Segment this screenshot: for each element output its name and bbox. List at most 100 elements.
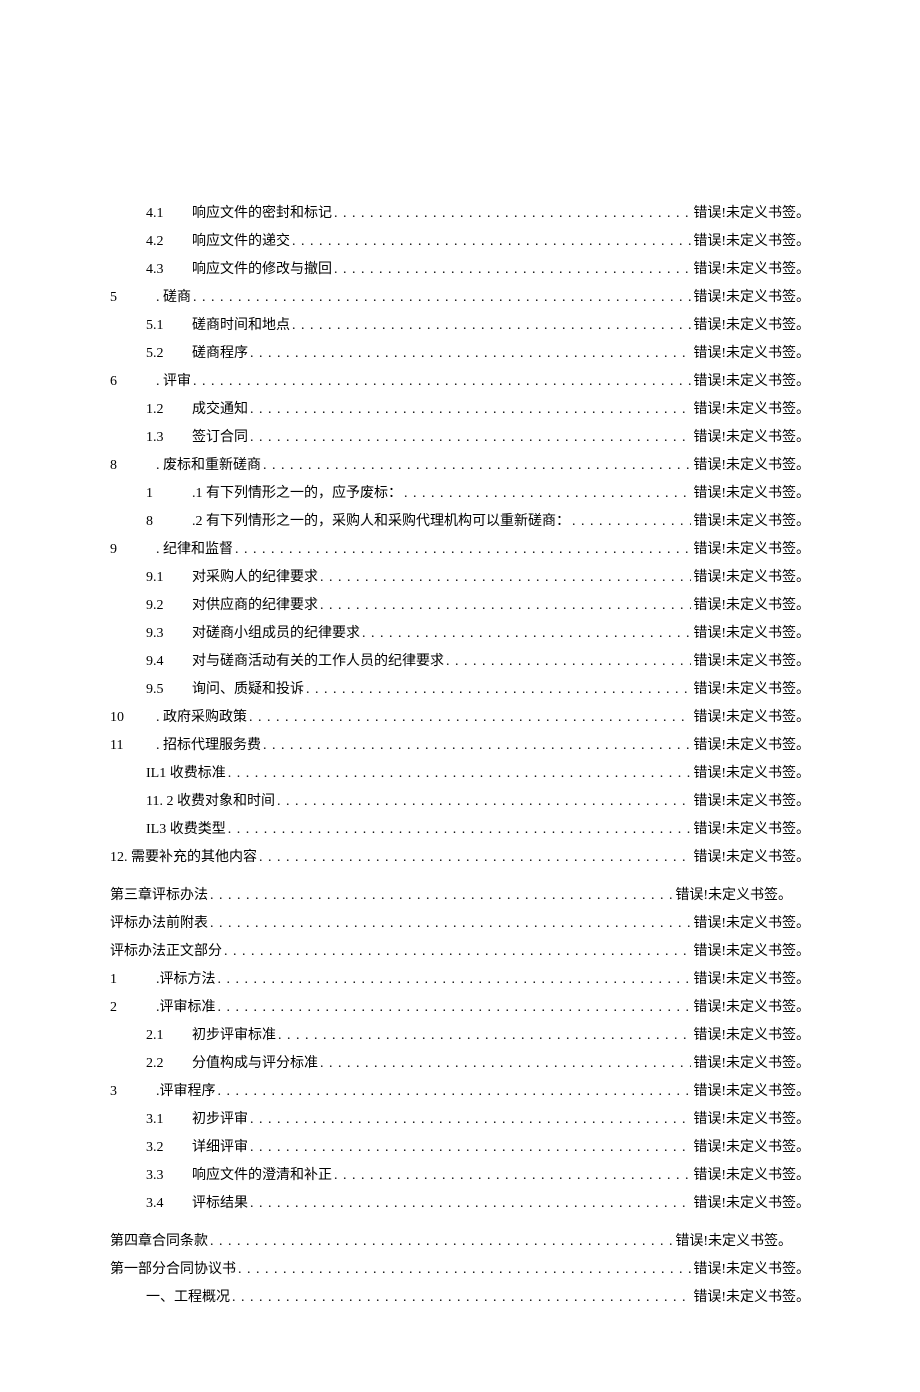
toc-page-ref: 错误!未定义书签。 (693, 910, 810, 938)
toc-title: 一、工程概况 (146, 1290, 230, 1305)
toc-title: 初步评审 (192, 1112, 248, 1127)
toc-page-ref: 错误!未定义书签。 (693, 732, 810, 760)
toc-entry: 9. 纪律和监督. . . . . . . . . . . . . . . . … (110, 536, 810, 564)
toc-label: 1.2成交通知 (146, 396, 248, 424)
toc-entry: 11. 招标代理服务费. . . . . . . . . . . . . . .… (110, 732, 810, 760)
toc-entry: 评标办法前附表. . . . . . . . . . . . . . . . .… (110, 910, 810, 938)
toc-leader-dots: . . . . . . . . . . . . . . . . . . . . … (193, 284, 691, 312)
toc-title: 第三章评标办法 (110, 888, 208, 903)
toc-entry: 2.评审标准. . . . . . . . . . . . . . . . . … (110, 994, 810, 1022)
toc-page-ref: 错误!未定义书签。 (675, 1228, 792, 1256)
toc-entry: 2.1初步评审标准. . . . . . . . . . . . . . . .… (110, 1022, 810, 1050)
toc-leader-dots: . . . . . . . . . . . . . . . . . . . . … (250, 1134, 691, 1162)
toc-page-ref: 错误!未定义书签。 (693, 368, 810, 396)
toc-leader-dots: . . . . . . . . . . . . . . . . . . . . … (210, 882, 673, 910)
toc-leader-dots: . . . . . . . . . . . . . . . . . . . . … (210, 1228, 673, 1256)
toc-label: 1.1 有下列情形之一的，应予废标： (146, 480, 402, 508)
toc-label: 10. 政府采购政策 (110, 704, 247, 732)
toc-number: 9.5 (146, 676, 192, 704)
toc-number: 5.2 (146, 340, 192, 368)
toc-label: 9.3对磋商小组成员的纪律要求 (146, 620, 360, 648)
toc-title: . 政府采购政策 (156, 710, 247, 725)
toc-leader-dots: . . . . . . . . . . . . . . . . . . . . … (218, 994, 692, 1022)
toc-title: .2 有下列情形之一的，采购人和采购代理机构可以重新磋商： (192, 514, 570, 529)
toc-label: 2.1初步评审标准 (146, 1022, 276, 1050)
toc-page-ref: 错误!未定义书签。 (693, 1162, 810, 1190)
toc-title: .评标方法 (156, 972, 216, 987)
toc-title: .评审标准 (156, 1000, 216, 1015)
toc-leader-dots: . . . . . . . . . . . . . . . . . . . . … (218, 1078, 692, 1106)
toc-label: 9. 纪律和监督 (110, 536, 233, 564)
toc-page-ref: 错误!未定义书签。 (693, 1022, 810, 1050)
toc-number: 1.3 (146, 424, 192, 452)
toc-leader-dots: . . . . . . . . . . . . . . . . . . . . … (250, 1106, 691, 1134)
toc-number: 8 (110, 452, 156, 480)
toc-page-ref: 错误!未定义书签。 (693, 620, 810, 648)
toc-entry: 5.1磋商时间和地点. . . . . . . . . . . . . . . … (110, 312, 810, 340)
toc-leader-dots: . . . . . . . . . . . . . . . . . . . . … (292, 312, 691, 340)
toc-title: 评标结果 (192, 1196, 248, 1211)
toc-title: 对采购人的纪律要求 (192, 570, 318, 585)
toc-number: 9 (110, 536, 156, 564)
toc-number: 6 (110, 368, 156, 396)
toc-page-ref: 错误!未定义书签。 (693, 480, 810, 508)
toc-number: 2.2 (146, 1050, 192, 1078)
toc-title: . 评审 (156, 374, 191, 389)
toc-title: . 磋商 (156, 290, 191, 305)
toc-entry: 9.4对与磋商活动有关的工作人员的纪律要求. . . . . . . . . .… (110, 648, 810, 676)
toc-title: 详细评审 (192, 1140, 248, 1155)
toc-title: 12. 需要补充的其他内容 (110, 850, 257, 865)
toc-leader-dots: . . . . . . . . . . . . . . . . . . . . … (334, 256, 691, 284)
toc-number: 2 (110, 994, 156, 1022)
toc-entry: 9.1对采购人的纪律要求. . . . . . . . . . . . . . … (110, 564, 810, 592)
toc-page-ref: 错误!未定义书签。 (693, 1284, 810, 1312)
toc-label: 5.1磋商时间和地点 (146, 312, 290, 340)
toc-entry: 评标办法正文部分. . . . . . . . . . . . . . . . … (110, 938, 810, 966)
toc-entry: 第四章合同条款. . . . . . . . . . . . . . . . .… (110, 1228, 810, 1256)
toc-number: 1 (146, 480, 192, 508)
toc-entry: 1.1 有下列情形之一的，应予废标：. . . . . . . . . . . … (110, 480, 810, 508)
toc-label: 4.1响应文件的密封和标记 (146, 200, 332, 228)
toc-page-ref: 错误!未定义书签。 (693, 256, 810, 284)
toc-entry: 3.评审程序. . . . . . . . . . . . . . . . . … (110, 1078, 810, 1106)
toc-title: . 招标代理服务费 (156, 738, 261, 753)
toc-page-ref: 错误!未定义书签。 (693, 564, 810, 592)
toc-number: 9.3 (146, 620, 192, 648)
toc-entry: 12. 需要补充的其他内容. . . . . . . . . . . . . .… (110, 844, 810, 872)
toc-leader-dots: . . . . . . . . . . . . . . . . . . . . … (320, 564, 691, 592)
toc-entry: 9.2对供应商的纪律要求. . . . . . . . . . . . . . … (110, 592, 810, 620)
toc-entry: 10. 政府采购政策. . . . . . . . . . . . . . . … (110, 704, 810, 732)
toc-leader-dots: . . . . . . . . . . . . . . . . . . . . … (228, 760, 692, 788)
toc-leader-dots: . . . . . . . . . . . . . . . . . . . . … (210, 910, 691, 938)
toc-entry: 4.3响应文件的修改与撤回. . . . . . . . . . . . . .… (110, 256, 810, 284)
toc-number: 2.1 (146, 1022, 192, 1050)
toc-entry: 4.2响应文件的递交. . . . . . . . . . . . . . . … (110, 228, 810, 256)
toc-number: 1 (110, 966, 156, 994)
toc-page: 4.1响应文件的密封和标记. . . . . . . . . . . . . .… (0, 0, 920, 1392)
toc-title: 分值构成与评分标准 (192, 1056, 318, 1071)
toc-page-ref: 错误!未定义书签。 (693, 228, 810, 256)
toc-title: IL1 收费标准 (146, 766, 226, 781)
toc-number: 9.4 (146, 648, 192, 676)
toc-page-ref: 错误!未定义书签。 (693, 760, 810, 788)
toc-number: 5.1 (146, 312, 192, 340)
toc-page-ref: 错误!未定义书签。 (693, 1078, 810, 1106)
toc-entry: 6. 评审. . . . . . . . . . . . . . . . . .… (110, 368, 810, 396)
toc-entry: IL3 收费类型. . . . . . . . . . . . . . . . … (110, 816, 810, 844)
toc-label: 5.2磋商程序 (146, 340, 248, 368)
toc-leader-dots: . . . . . . . . . . . . . . . . . . . . … (572, 508, 691, 536)
toc-number: 1.2 (146, 396, 192, 424)
toc-label: 11. 招标代理服务费 (110, 732, 261, 760)
toc-page-ref: 错误!未定义书签。 (693, 648, 810, 676)
toc-leader-dots: . . . . . . . . . . . . . . . . . . . . … (334, 1162, 691, 1190)
toc-label: 3.1初步评审 (146, 1106, 248, 1134)
toc-leader-dots: . . . . . . . . . . . . . . . . . . . . … (362, 620, 691, 648)
toc-label: 5. 磋商 (110, 284, 191, 312)
toc-page-ref: 错误!未定义书签。 (693, 200, 810, 228)
toc-title: 响应文件的递交 (192, 234, 290, 249)
toc-number: 3.2 (146, 1134, 192, 1162)
toc-entry: 8. 废标和重新磋商. . . . . . . . . . . . . . . … (110, 452, 810, 480)
toc-label: 4.2响应文件的递交 (146, 228, 290, 256)
toc-title: 第一部分合同协议书 (110, 1262, 236, 1277)
toc-entry: 5. 磋商. . . . . . . . . . . . . . . . . .… (110, 284, 810, 312)
